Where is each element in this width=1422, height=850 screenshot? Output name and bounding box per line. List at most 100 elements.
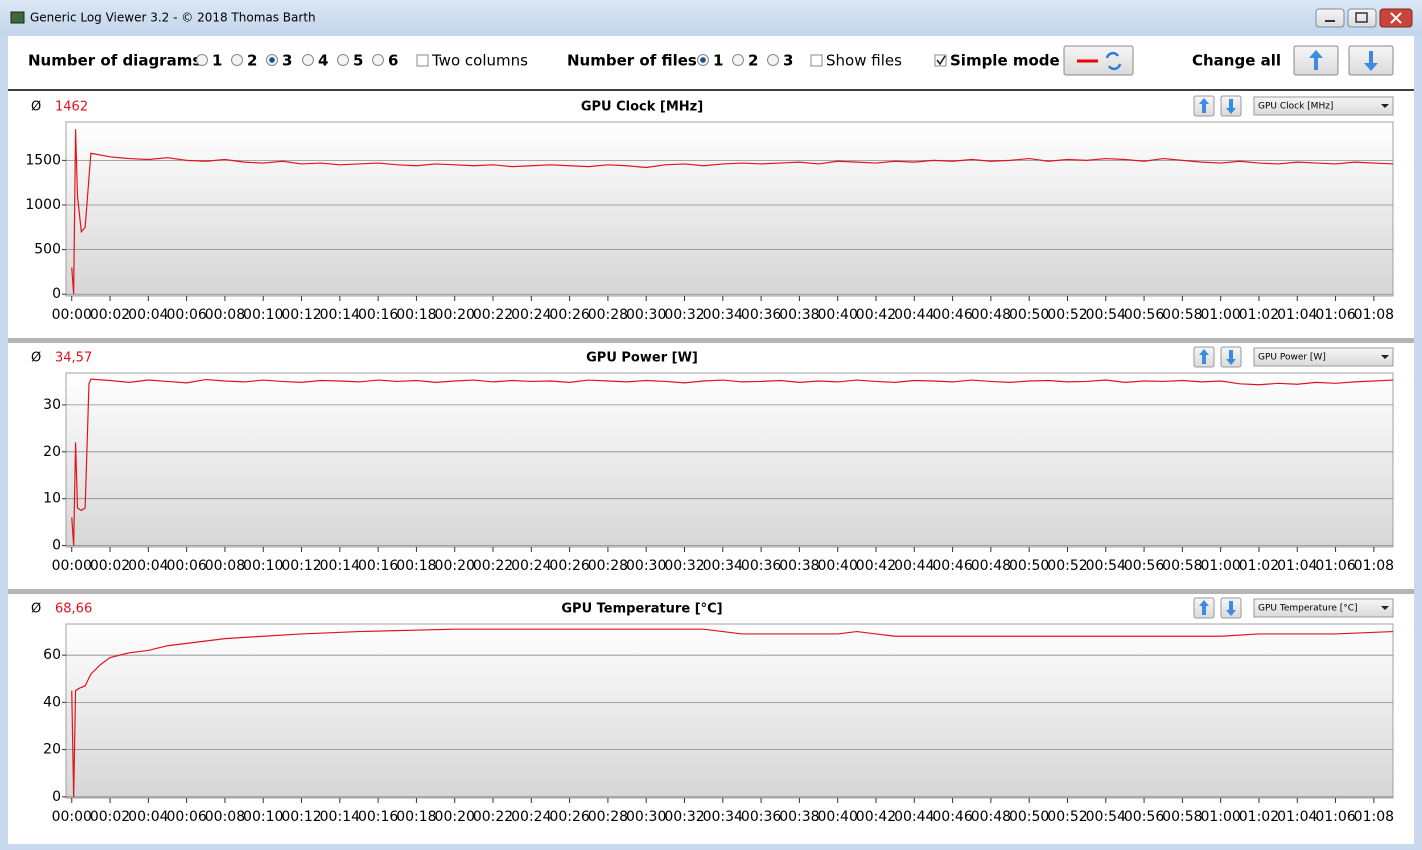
y-tick-label: 500 xyxy=(34,242,61,258)
plot-area xyxy=(65,121,1394,297)
x-tick-label: 00:18 xyxy=(396,307,436,323)
x-tick-label: 00:14 xyxy=(320,809,360,825)
x-tick-label: 00:12 xyxy=(281,307,321,323)
x-tick-label: 00:20 xyxy=(435,809,475,825)
x-tick-label: 00:42 xyxy=(856,558,896,574)
x-tick-label: 00:38 xyxy=(779,809,819,825)
x-tick-label: 00:28 xyxy=(588,558,628,574)
down-arrow xyxy=(1226,601,1236,616)
x-tick-label: 00:40 xyxy=(818,307,858,323)
radio-button[interactable] xyxy=(372,54,384,66)
x-tick-label: 00:00 xyxy=(52,809,92,825)
radio-label[interactable]: 6 xyxy=(388,52,398,70)
x-tick-label: 00:08 xyxy=(205,558,245,574)
dropdown-arrow xyxy=(1381,606,1389,610)
x-tick-label: 00:10 xyxy=(243,307,283,323)
two-columns-checkbox[interactable] xyxy=(416,54,429,67)
x-tick-label: 00:08 xyxy=(205,307,245,323)
x-tick-label: 01:02 xyxy=(1239,809,1279,825)
y-tick-label: 1500 xyxy=(25,152,61,168)
y-tick-label: 60 xyxy=(43,647,61,663)
dropdown-text[interactable]: GPU Temperature [°C] xyxy=(1258,604,1358,614)
series-line xyxy=(71,628,1394,797)
x-tick-label: 00:46 xyxy=(932,558,972,574)
x-tick-label: 00:14 xyxy=(320,558,360,574)
radio-label[interactable]: 5 xyxy=(353,52,363,70)
radio-label[interactable]: 2 xyxy=(247,52,257,70)
show-files-label[interactable]: Show files xyxy=(826,52,902,70)
series-dropdown[interactable] xyxy=(1253,96,1394,116)
panel-separator xyxy=(8,338,1414,343)
x-tick-label: 00:24 xyxy=(511,558,551,574)
x-tick-label: 01:06 xyxy=(1315,809,1355,825)
color-refresh-button[interactable] xyxy=(1063,45,1134,76)
y-tick-label: 40 xyxy=(43,694,61,710)
x-tick-label: 00:32 xyxy=(664,558,704,574)
chart-title: GPU Power [W] xyxy=(586,351,698,366)
app-icon xyxy=(10,11,25,24)
two-columns-label[interactable]: Two columns xyxy=(431,52,528,70)
maximize-button[interactable] xyxy=(1347,8,1377,28)
radio-button[interactable] xyxy=(302,54,314,66)
x-tick-label: 00:02 xyxy=(90,558,130,574)
x-tick-label: 00:56 xyxy=(1124,307,1164,323)
x-tick-label: 00:58 xyxy=(1162,307,1202,323)
x-tick-label: 00:10 xyxy=(243,809,283,825)
x-tick-label: 00:12 xyxy=(281,809,321,825)
series-dropdown[interactable] xyxy=(1253,598,1394,618)
y-tick-label: 10 xyxy=(43,491,61,507)
radio-label[interactable]: 3 xyxy=(783,52,793,70)
radio-button[interactable] xyxy=(732,54,744,66)
x-tick-label: 00:24 xyxy=(511,809,551,825)
x-tick-label: 00:54 xyxy=(1086,307,1126,323)
x-tick-label: 00:34 xyxy=(703,809,743,825)
x-tick-label: 00:14 xyxy=(320,307,360,323)
y-tick-label: 0 xyxy=(52,538,61,554)
radio-label[interactable]: 3 xyxy=(282,52,292,70)
radio-label[interactable]: 2 xyxy=(748,52,758,70)
x-tick-label: 00:44 xyxy=(894,558,934,574)
series-dropdown[interactable] xyxy=(1253,347,1394,367)
simple-mode-label[interactable]: Simple mode xyxy=(950,52,1060,70)
down-arrow xyxy=(1226,99,1236,114)
x-tick-label: 00:24 xyxy=(511,307,551,323)
y-tick-label: 0 xyxy=(52,286,61,302)
chart-title: GPU Clock [MHz] xyxy=(581,100,703,115)
x-tick-label: 00:54 xyxy=(1086,558,1126,574)
x-tick-label: 00:16 xyxy=(358,307,398,323)
dropdown-text[interactable]: GPU Power [W] xyxy=(1258,353,1326,363)
x-tick-label: 00:08 xyxy=(205,809,245,825)
x-tick-label: 00:56 xyxy=(1124,809,1164,825)
simple-mode-checkbox[interactable] xyxy=(934,54,947,67)
radio-button[interactable] xyxy=(767,54,779,66)
avg-value: 68,66 xyxy=(55,602,92,617)
up-arrow xyxy=(1199,349,1209,364)
radio-label[interactable]: 4 xyxy=(318,52,328,70)
show-files-checkbox[interactable] xyxy=(810,54,823,67)
radio-label[interactable]: 1 xyxy=(713,52,723,70)
maximize-glyph xyxy=(1355,12,1368,23)
x-tick-label: 00:58 xyxy=(1162,558,1202,574)
x-tick-label: 00:50 xyxy=(1009,809,1049,825)
radio-button[interactable] xyxy=(231,54,243,66)
radio-button[interactable] xyxy=(196,54,208,66)
avg-value: 34,57 xyxy=(55,351,92,366)
x-tick-label: 00:46 xyxy=(932,809,972,825)
refresh-glyph xyxy=(1105,51,1122,71)
dropdown-text[interactable]: GPU Clock [MHz] xyxy=(1258,102,1333,112)
radio-label[interactable]: 1 xyxy=(212,52,222,70)
x-tick-label: 00:30 xyxy=(626,558,666,574)
x-tick-label: 00:22 xyxy=(473,558,513,574)
x-tick-label: 00:36 xyxy=(741,558,781,574)
x-tick-label: 00:50 xyxy=(1009,558,1049,574)
plot-area xyxy=(65,372,1394,548)
x-tick-label: 01:02 xyxy=(1239,307,1279,323)
x-tick-label: 00:32 xyxy=(664,809,704,825)
down-arrow xyxy=(1226,350,1236,365)
minimize-button[interactable] xyxy=(1315,8,1345,28)
x-tick-label: 00:34 xyxy=(703,558,743,574)
x-tick-label: 00:54 xyxy=(1086,809,1126,825)
radio-button[interactable] xyxy=(337,54,349,66)
change-all-label: Change all xyxy=(1192,52,1281,70)
